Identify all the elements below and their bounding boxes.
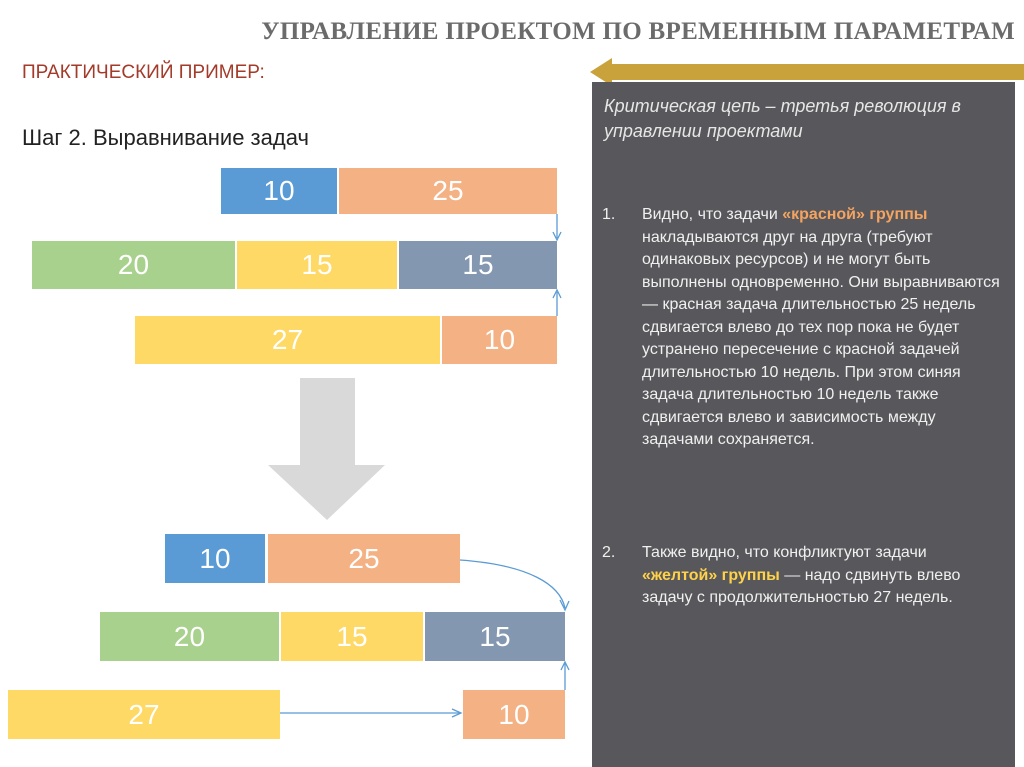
task-bar: 25 [268,534,460,583]
side-panel: Критическая цепь – третья революция в уп… [592,82,1015,767]
task-bar: 10 [221,168,337,214]
task-bar: 10 [442,316,557,364]
task-bar: 10 [463,690,565,739]
highlight: «желтой» группы [642,566,780,584]
step-heading: Шаг 2. Выравнивание задач [22,125,309,150]
text: накладываются друг на друга (требуют оди… [642,228,1000,449]
text: Видно, что задачи [642,206,783,223]
slide-subtitle: ПРАКТИЧЕСКИЙ ПРИМЕР: [22,62,265,83]
item-text: Видно, что задачи «красной» группы накла… [642,204,1002,452]
highlight: «красной» группы [782,206,928,223]
gold-arrow [590,58,1024,86]
down-arrow [268,378,385,520]
connectors [280,214,570,718]
task-bar: 15 [425,612,565,661]
item-number: 2. [602,544,616,561]
item-number: 1. [602,206,616,223]
task-bar: 15 [237,241,397,289]
text: Также видно, что конфликтуют задачи [642,544,927,561]
panel-heading: Критическая цепь – третья революция в уп… [604,96,961,141]
task-bar: 20 [100,612,279,661]
task-bar: 15 [281,612,423,661]
text: — надо сдвинуть влево задачу с продолжит… [642,566,961,607]
task-bar: 10 [165,534,265,583]
task-bar: 27 [135,316,440,364]
task-bar: 20 [32,241,235,289]
task-bar: 15 [399,241,557,289]
item-text: Также видно, что конфликтуют задачи «жел… [642,542,1002,610]
list-item: 2. Также видно, что конфликтуют задачи «… [602,542,1002,610]
task-bar: 25 [339,168,557,214]
slide-title: УПРАВЛЕНИЕ ПРОЕКТОМ ПО ВРЕМЕННЫМ ПАРАМЕТ… [261,18,1015,45]
task-bar: 27 [8,690,280,739]
list-item: 1. Видно, что задачи «красной» группы на… [602,204,1002,452]
